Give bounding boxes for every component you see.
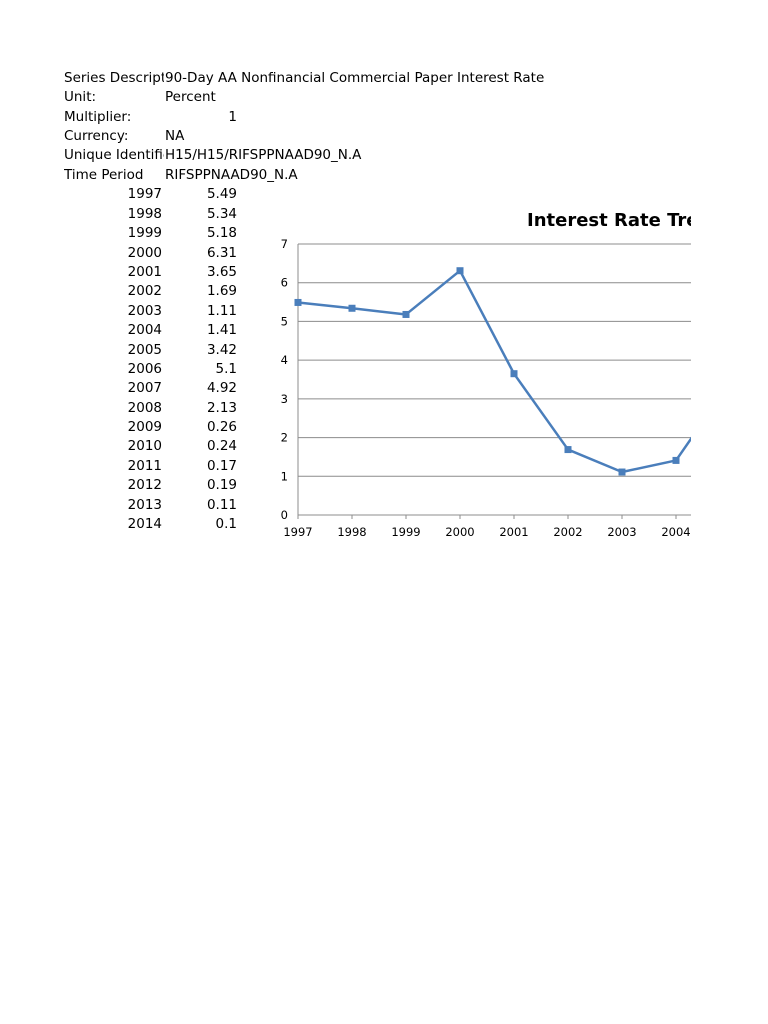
axes bbox=[297, 244, 691, 519]
rate-cell: 5.34 bbox=[206, 206, 237, 222]
series-description-value: 90-Day AA Nonfinancial Commercial Paper … bbox=[165, 70, 545, 86]
unit-label: Unit: bbox=[64, 89, 97, 105]
table-row: 1999 5.18 bbox=[64, 224, 239, 243]
year-cell: 1998 bbox=[127, 206, 162, 222]
table-row: 2005 3.42 bbox=[64, 341, 239, 360]
year-cell: 2001 bbox=[127, 264, 162, 280]
currency-label: Currency: bbox=[64, 128, 129, 144]
rate-cell: 0.19 bbox=[206, 477, 237, 493]
y-tick-label: 6 bbox=[281, 276, 288, 290]
y-tick-labels: 0 1 2 3 4 5 6 7 bbox=[281, 237, 288, 522]
rate-cell: 0.17 bbox=[206, 458, 237, 474]
data-point-marker bbox=[294, 298, 302, 306]
unit-value: Percent bbox=[165, 89, 216, 105]
table-row: 2009 0.26 bbox=[64, 418, 239, 437]
rate-cell: 6.31 bbox=[206, 245, 237, 261]
rate-cell: 3.42 bbox=[206, 342, 237, 358]
y-tick-label: 0 bbox=[281, 508, 288, 522]
table-row: 2010 0.24 bbox=[64, 437, 239, 456]
rate-cell: 0.1 bbox=[215, 516, 237, 532]
table-row: 2000 6.31 bbox=[64, 244, 239, 263]
rate-cell: 5.18 bbox=[206, 225, 237, 241]
table-row: 2004 1.41 bbox=[64, 321, 239, 340]
multiplier-value: 1 bbox=[228, 109, 237, 125]
line-chart: Interest Rate Tre 0 1 2 3 4 5 6 7 1997 1998 1999 2… bbox=[260, 200, 691, 550]
year-cell: 2008 bbox=[127, 400, 162, 416]
rate-cell: 3.65 bbox=[206, 264, 237, 280]
table-row: 1998 5.34 bbox=[64, 205, 239, 224]
year-cell: 2003 bbox=[127, 303, 162, 319]
table-row: 1997 5.49 bbox=[64, 185, 239, 204]
data-point-marker bbox=[672, 456, 680, 464]
y-tick-label: 4 bbox=[281, 353, 288, 367]
chart-svg: Interest Rate Tre 0 1 2 3 4 5 6 7 1997 1998 1999 2… bbox=[281, 210, 691, 539]
year-cell: 2004 bbox=[127, 322, 162, 338]
table-row: 2011 0.17 bbox=[64, 457, 239, 476]
x-tick-label: 2004 bbox=[661, 525, 690, 539]
year-cell: 2010 bbox=[127, 438, 162, 454]
time-period-value: RIFSPPNAAD90_N.A bbox=[165, 167, 298, 183]
rate-cell: 2.13 bbox=[206, 400, 237, 416]
table-row: 2002 1.69 bbox=[64, 282, 239, 301]
multiplier-label: Multiplier: bbox=[64, 109, 132, 125]
year-cell: 2009 bbox=[127, 419, 162, 435]
year-cell: 2002 bbox=[127, 283, 162, 299]
data-point-marker bbox=[618, 468, 626, 476]
y-tick-label: 7 bbox=[281, 237, 288, 251]
table-row: 2014 0.1 bbox=[64, 515, 239, 534]
year-cell: 2000 bbox=[127, 245, 162, 261]
x-tick-label: 1997 bbox=[283, 525, 312, 539]
table-row: 2007 4.92 bbox=[64, 379, 239, 398]
table-row: 2001 3.65 bbox=[64, 263, 239, 282]
table-row: 2006 5.1 bbox=[64, 360, 239, 379]
data-point-marker bbox=[456, 267, 464, 275]
time-period-label: Time Period bbox=[64, 167, 144, 183]
year-cell: 2012 bbox=[127, 477, 162, 493]
chart-title: Interest Rate Tre bbox=[527, 210, 691, 231]
table-row: 2013 0.11 bbox=[64, 496, 239, 515]
year-cell: 1999 bbox=[127, 225, 162, 241]
data-point-marker bbox=[564, 446, 572, 454]
series-description-label: Series Description bbox=[64, 70, 164, 86]
gridlines bbox=[298, 243, 691, 477]
x-tick-label: 2000 bbox=[445, 525, 474, 539]
rate-cell: 1.69 bbox=[206, 283, 237, 299]
table-row: 2008 2.13 bbox=[64, 399, 239, 418]
table-row: 2003 1.11 bbox=[64, 302, 239, 321]
x-tick-label: 1999 bbox=[391, 525, 420, 539]
data-point-marker bbox=[510, 370, 518, 378]
y-tick-label: 5 bbox=[281, 314, 288, 328]
year-cell: 2006 bbox=[127, 361, 162, 377]
x-tick-labels: 1997199819992000200120022003200420052006… bbox=[283, 525, 690, 539]
year-cell: 2011 bbox=[127, 458, 162, 474]
year-cell: 2013 bbox=[127, 497, 162, 513]
x-tick-label: 1998 bbox=[337, 525, 366, 539]
series-line bbox=[297, 269, 691, 474]
year-cell: 2014 bbox=[127, 516, 162, 532]
rate-cell: 0.26 bbox=[206, 419, 237, 435]
x-tick-label: 2003 bbox=[607, 525, 636, 539]
rate-cell: 1.11 bbox=[206, 303, 237, 319]
x-tick-label: 2001 bbox=[499, 525, 528, 539]
year-cell: 2007 bbox=[127, 380, 162, 396]
data-point-marker bbox=[402, 310, 410, 318]
rate-cell: 0.11 bbox=[206, 497, 237, 513]
unique-identifier-label: Unique Identifier: bbox=[64, 147, 164, 163]
y-tick-label: 3 bbox=[281, 392, 288, 406]
currency-value: NA bbox=[165, 128, 185, 144]
table-row: 2012 0.19 bbox=[64, 476, 239, 495]
rate-cell: 1.41 bbox=[206, 322, 237, 338]
x-tick-label: 2002 bbox=[553, 525, 582, 539]
series-layer bbox=[294, 267, 691, 476]
rate-cell: 4.92 bbox=[206, 380, 237, 396]
rate-cell: 0.24 bbox=[206, 438, 237, 454]
rate-cell: 5.1 bbox=[215, 361, 237, 377]
year-cell: 1997 bbox=[127, 186, 162, 202]
y-tick-label: 2 bbox=[281, 431, 288, 445]
y-tick-label: 1 bbox=[281, 469, 288, 483]
year-cell: 2005 bbox=[127, 342, 162, 358]
rate-cell: 5.49 bbox=[206, 186, 237, 202]
data-point-marker bbox=[348, 304, 356, 312]
unique-identifier-value: H15/H15/RIFSPPNAAD90_N.A bbox=[165, 147, 362, 163]
